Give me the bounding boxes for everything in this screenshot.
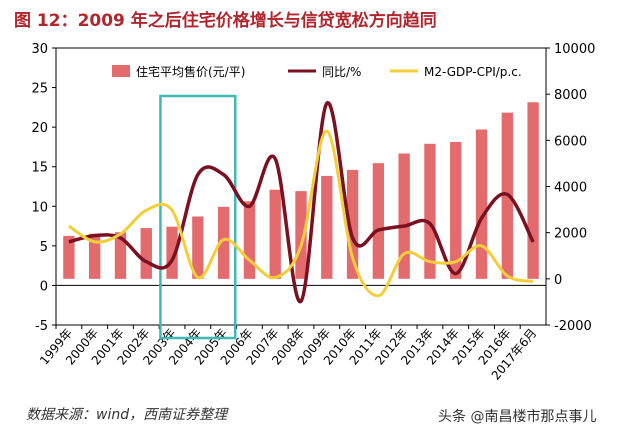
left-tick-label: 20 (31, 121, 48, 136)
right-tick-label: -2000 (554, 319, 592, 334)
legend-swatch-bar (112, 65, 130, 77)
chart-title: 图 12：2009 年之后住宅价格增长与信贷宽松方向趋同 (14, 11, 437, 31)
left-tick-label: -5 (35, 319, 48, 334)
left-tick-label: 5 (40, 240, 48, 255)
right-tick-label: 8000 (554, 88, 587, 103)
legend-label-bar: 住宅平均售价(元/平) (136, 64, 245, 79)
right-tick-label: 10000 (554, 42, 595, 57)
right-tick-label: 4000 (554, 181, 587, 196)
bar (372, 163, 385, 279)
right-axis: -2000 0 2000 4000 6000 8000 10000 (546, 42, 595, 334)
bar (63, 235, 75, 279)
bar (450, 141, 462, 279)
series-line-m2 (68, 129, 534, 298)
right-tick-label: 2000 (554, 227, 587, 242)
bar (346, 169, 359, 279)
left-tick-label: 15 (31, 161, 48, 176)
bar (269, 189, 281, 279)
source-note: 数据来源：wind，西南证券整理 (26, 407, 228, 423)
legend-label-m2: M2-GDP-CPI/p.c. (424, 65, 522, 79)
legend: 住宅平均售价(元/平) 同比/% M2-GDP-CPI/p.c. (112, 64, 522, 79)
bar (89, 233, 101, 279)
bar (475, 129, 488, 279)
right-tick-label: 0 (554, 273, 562, 288)
left-tick-label: 10 (31, 200, 48, 215)
bar (398, 153, 410, 279)
highlight-box (159, 94, 237, 340)
left-axis: -5 0 5 10 15 20 25 30 (31, 42, 56, 334)
bar (527, 102, 539, 279)
x-axis: 1999年2000年2001年2002年2003年2004年2005年2006年… (37, 325, 539, 383)
bar (295, 191, 307, 279)
bar (114, 232, 127, 279)
bar (321, 175, 333, 279)
watermark: 头条 @南昌楼市那点事儿 (438, 409, 597, 425)
bar (192, 216, 204, 279)
series-line-yoy (68, 101, 535, 304)
left-tick-label: 30 (31, 42, 48, 57)
bar (424, 143, 436, 279)
bar (217, 206, 230, 279)
bar (243, 201, 256, 279)
bar (166, 226, 178, 279)
left-tick-label: 25 (31, 82, 48, 97)
right-tick-label: 6000 (554, 134, 587, 149)
legend-label-yoy: 同比/% (322, 65, 361, 79)
left-tick-label: 0 (40, 279, 48, 294)
plot-frame (55, 47, 547, 326)
bar (140, 228, 152, 279)
